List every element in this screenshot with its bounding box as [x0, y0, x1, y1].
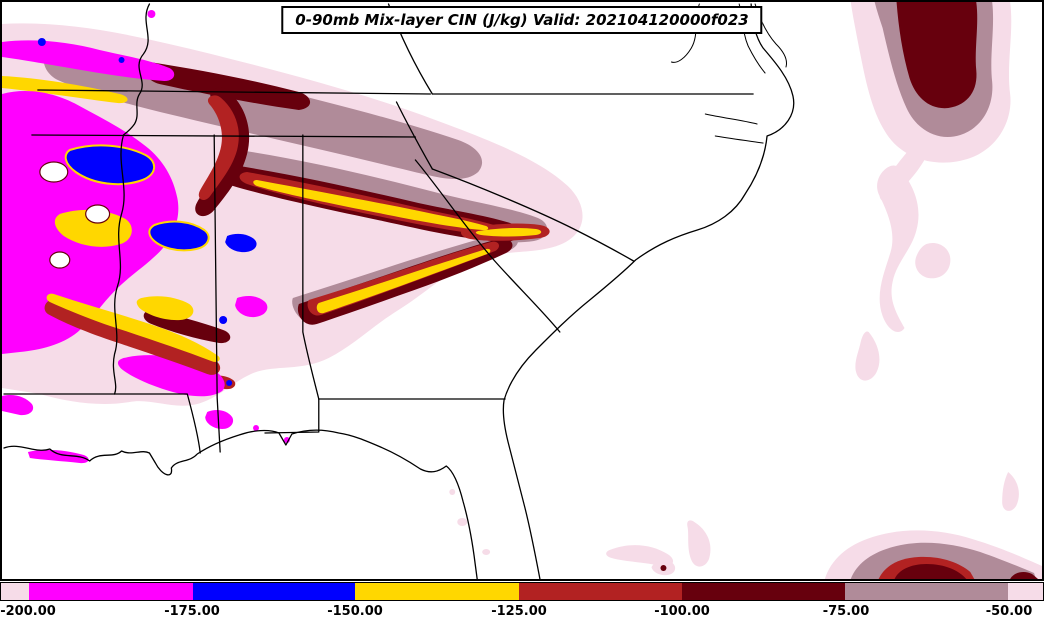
colorbar-tick-label: -150.00 — [327, 604, 383, 619]
map-title: 0-90mb Mix-layer CIN (J/kg) Valid: 20210… — [281, 6, 763, 35]
colorbar-segment-neg150-125 — [355, 583, 520, 600]
map-canvas — [2, 2, 1042, 579]
state-and-coast-boundaries — [3, 3, 795, 579]
colorbar-tick-label: -175.00 — [164, 604, 220, 619]
colorbar-segment-underflow — [1, 583, 29, 600]
colorbar-labels: -200.00 -175.00 -150.00 -125.00 -100.00 -75.0… — [0, 601, 1044, 633]
map-area: 0-90mb Mix-layer CIN (J/kg) Valid: 20210… — [0, 0, 1044, 581]
colorbar-segment-neg175-150 — [192, 583, 356, 600]
colorbar-segment-overflow — [1008, 583, 1044, 600]
colorbar-segment-neg125-100 — [519, 583, 682, 600]
colorbar-tick-label: -125.00 — [491, 604, 547, 619]
cin-contour-fills — [2, 2, 1042, 579]
colorbar-tick-label: -50.00 — [985, 604, 1033, 619]
colorbar-segment-neg200-175 — [28, 583, 193, 600]
colorbar-segment-neg100-75 — [681, 583, 846, 600]
colorbar — [0, 582, 1044, 601]
colorbar-tick-label: -200.00 — [0, 604, 56, 619]
colorbar-tick-label: -75.00 — [822, 604, 870, 619]
colorbar-tick-label: -100.00 — [654, 604, 710, 619]
colorbar-segment-neg75-50 — [845, 583, 1009, 600]
